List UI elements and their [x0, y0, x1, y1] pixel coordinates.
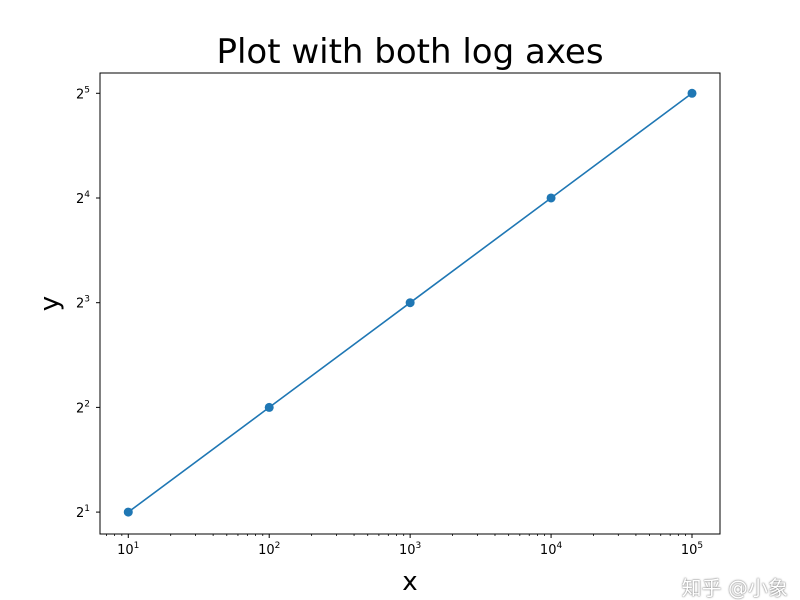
chart-title: Plot with both log axes: [216, 32, 603, 72]
data-point: [687, 88, 697, 98]
data-point: [123, 507, 133, 517]
x-tick-label: 103: [399, 541, 421, 558]
y-axis-label: y: [35, 296, 65, 311]
watermark: 知乎 @小象: [681, 576, 788, 600]
x-tick-label: 101: [117, 541, 139, 558]
data-point: [264, 402, 274, 412]
x-tick-label: 104: [540, 541, 563, 558]
y-tick-label: 21: [76, 504, 90, 521]
y-tick-label: 22: [76, 399, 90, 416]
y-tick-label: 25: [76, 85, 90, 102]
x-tick-label: 105: [681, 541, 703, 558]
data-point: [405, 298, 415, 308]
y-tick-label: 24: [76, 190, 90, 207]
data-point: [546, 193, 556, 203]
x-axis-label: x: [402, 567, 417, 597]
x-tick-label: 102: [258, 541, 280, 558]
y-tick-label: 23: [76, 295, 90, 312]
